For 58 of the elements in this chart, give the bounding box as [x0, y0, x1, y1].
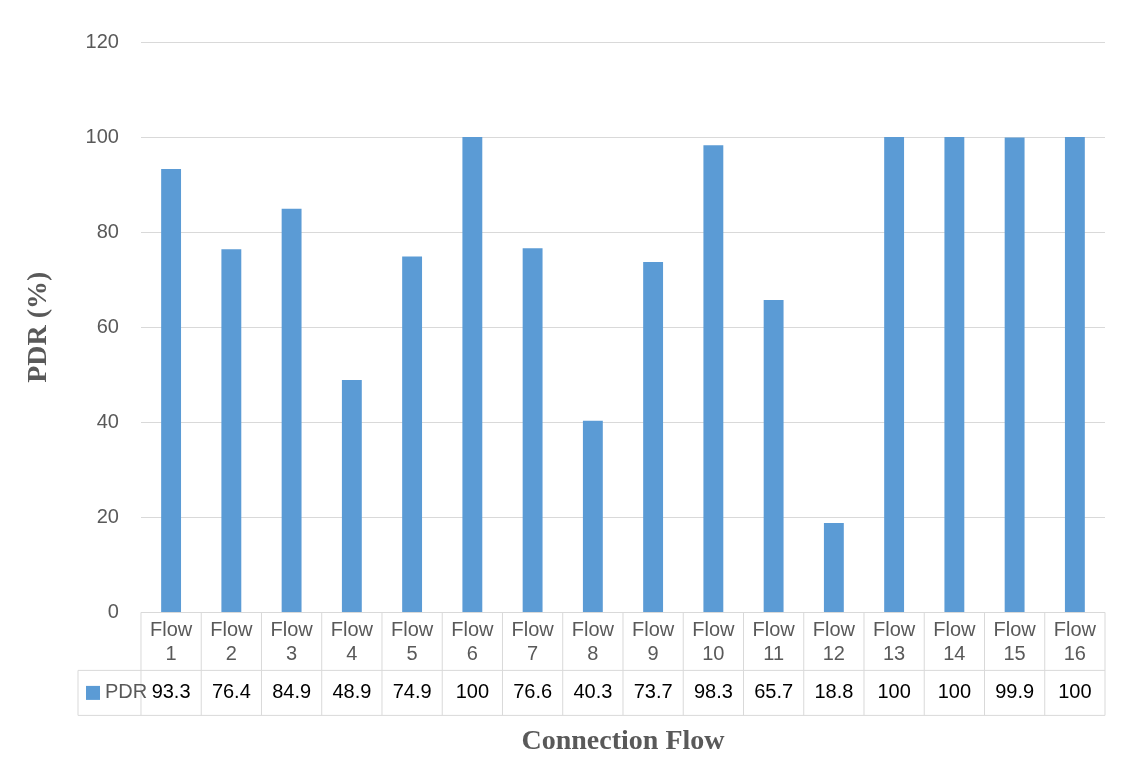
x-tick-label: Flow 10	[692, 617, 736, 664]
x-tick-label: Flow 9	[631, 617, 675, 664]
x-axis-title: Connection Flow	[521, 724, 726, 756]
y-tick-label: 0	[107, 599, 119, 622]
y-tick-label: 20	[96, 504, 119, 527]
bar	[161, 168, 182, 612]
x-tick-label: Flow 1	[149, 617, 193, 664]
y-tick-label: 100	[85, 124, 119, 147]
data-label: 100	[1058, 680, 1092, 703]
y-tick-label: 60	[96, 314, 119, 337]
bar	[703, 145, 724, 612]
x-tick-label: Flow 6	[451, 617, 495, 664]
bar	[1004, 137, 1025, 612]
data-label: 48.9	[332, 680, 372, 703]
x-tick-label: Flow 5	[390, 617, 434, 664]
bar	[341, 379, 362, 612]
bar	[281, 208, 302, 612]
x-tick-label: Flow 15	[993, 617, 1037, 664]
x-tick-label: Flow 4	[330, 617, 374, 664]
data-label: 100	[937, 680, 972, 703]
bar	[823, 523, 844, 612]
data-label: 40.3	[573, 680, 613, 703]
bar	[643, 262, 664, 612]
bar	[462, 137, 483, 612]
data-label: 98.3	[693, 680, 733, 703]
legend-label: PDR	[105, 680, 148, 703]
bar	[221, 249, 242, 612]
bar	[582, 420, 603, 612]
data-label: 65.7	[754, 680, 794, 703]
y-tick-label: 120	[85, 29, 119, 52]
data-label: 18.8	[814, 680, 854, 703]
y-tick-label: 40	[96, 409, 119, 432]
data-label: 99.9	[995, 680, 1035, 703]
y-axis-title: PDR (%)	[21, 271, 53, 383]
data-label: 93.3	[151, 680, 191, 703]
data-label: 73.7	[633, 680, 673, 703]
x-tick-label: Flow 13	[873, 617, 916, 664]
data-label: 100	[877, 680, 911, 703]
data-label: 74.9	[392, 680, 432, 703]
x-tick-label: Flow 12	[812, 617, 856, 664]
x-tick-label: Flow 14	[933, 617, 977, 664]
bar	[522, 248, 543, 612]
y-tick-label: 80	[96, 219, 119, 242]
data-label: 100	[455, 680, 490, 703]
x-tick-label: Flow 3	[270, 617, 314, 664]
bar	[944, 137, 965, 612]
data-label: 76.6	[513, 680, 553, 703]
bar	[884, 137, 905, 612]
bar	[1064, 137, 1085, 612]
bar	[763, 300, 784, 612]
x-tick-label: Flow 11	[752, 617, 796, 664]
x-tick-label: Flow 2	[210, 617, 254, 664]
bar	[402, 256, 423, 612]
x-tick-label: Flow 7	[511, 617, 555, 664]
data-label: 84.9	[272, 680, 312, 703]
data-label: 76.4	[211, 680, 251, 703]
x-tick-label: Flow 16	[1053, 617, 1097, 664]
x-tick-label: Flow 8	[571, 617, 615, 664]
